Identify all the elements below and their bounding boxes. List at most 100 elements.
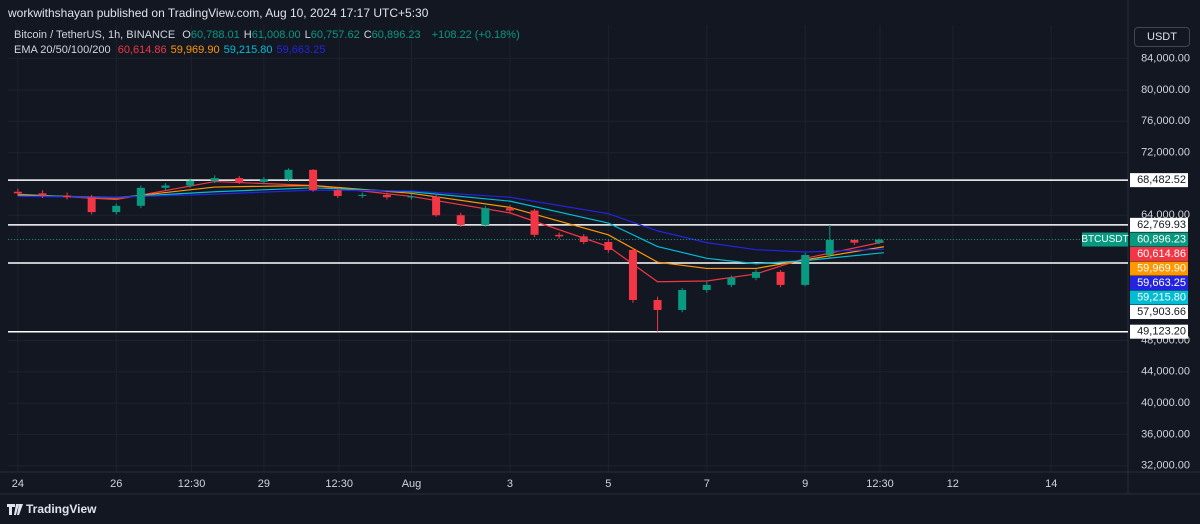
price-tag	[1130, 276, 1188, 291]
candle-body	[210, 178, 219, 181]
x-tick-label: 14	[1045, 478, 1057, 490]
candle-body	[481, 208, 490, 225]
candle-body	[235, 178, 244, 182]
ema-line	[17, 187, 884, 265]
candle-body	[358, 194, 367, 196]
candle-body	[678, 289, 687, 310]
ema-line	[17, 180, 885, 283]
candle-body	[63, 195, 72, 198]
candle-body	[751, 271, 760, 278]
symbol-tag-label: BTCUSDT	[1081, 234, 1128, 245]
candle-body	[309, 169, 318, 191]
change: +108.22 (+0.18%)	[431, 29, 520, 41]
plot-area	[8, 25, 1128, 472]
indicator: EMA 20/50/100/200	[14, 44, 111, 56]
price-tag-label: 60,614.86	[1137, 248, 1186, 260]
y-tick-label: 76,000.00	[1141, 115, 1190, 127]
ema-value: 59,663.25	[276, 44, 326, 56]
price-tag-label: 57,903.66	[1137, 306, 1186, 318]
indicator-legend: EMA 20/50/100/200 60,614.86 59,969.90 59,2…	[14, 44, 329, 56]
candle-body	[702, 284, 711, 290]
candle-body	[776, 271, 785, 285]
candle-body	[850, 239, 859, 243]
price-tag-label: 59,215.80	[1137, 291, 1186, 303]
candle-body	[456, 215, 465, 225]
ema-value: 60,614.86	[117, 44, 167, 56]
price-tag	[1130, 324, 1188, 339]
y-tick-label: 44,000.00	[1141, 366, 1190, 378]
ohlc-value: 60,896.23	[371, 29, 421, 41]
candle-body	[186, 180, 195, 186]
symbol-legend: Bitcoin / TetherUS, 1h, BINANCE O60,788.…	[14, 29, 524, 41]
candle-body	[136, 187, 145, 206]
ohlc-key: L	[304, 29, 311, 41]
x-tick-label: 12:30	[325, 478, 353, 490]
candle-body	[407, 196, 416, 198]
price-tag	[1130, 247, 1188, 262]
candle-body	[801, 254, 810, 285]
candle-body	[432, 196, 441, 216]
candle-body	[530, 210, 539, 235]
price-tag	[1130, 173, 1188, 188]
price-tag-label: 62,769.93	[1137, 219, 1186, 231]
price-tag	[1130, 232, 1188, 247]
ohlc-value: 61,008.00	[251, 29, 301, 41]
symbol: Bitcoin / TetherUS, 1h, BINANCE	[14, 29, 176, 41]
price-tag-label: 59,663.25	[1137, 277, 1186, 289]
x-tick-label: 24	[12, 478, 24, 490]
price-tag	[1130, 290, 1188, 305]
ohlc: O60,788.01 H61,008.00 L60,757.62 C60,896.23	[182, 29, 424, 41]
price-tag-label: 68,482.52	[1137, 174, 1186, 186]
candle-body	[112, 205, 121, 213]
ema-value: 59,969.90	[170, 44, 220, 56]
price-tag	[1130, 217, 1188, 232]
ohlc-value: 60,788.01	[190, 29, 240, 41]
candle-body	[604, 242, 613, 250]
candle-body	[333, 190, 342, 196]
currency-button[interactable]: USDT	[1134, 27, 1190, 47]
y-tick-label: 72,000.00	[1141, 147, 1190, 159]
y-tick-label: 40,000.00	[1141, 397, 1190, 409]
symbol-tag	[1082, 232, 1128, 247]
ema-line	[17, 184, 885, 270]
x-tick-label: 29	[258, 478, 270, 490]
candle-body	[875, 239, 884, 243]
price-tag	[1130, 261, 1188, 276]
candle-body	[653, 300, 662, 310]
y-tick-label: 32,000.00	[1141, 460, 1190, 472]
price-tag-label: 60,896.23	[1137, 233, 1186, 245]
x-tick-label: 7	[704, 478, 710, 490]
ohlc-key: H	[243, 29, 252, 41]
candle-body	[13, 191, 22, 194]
candle-body	[259, 179, 268, 182]
x-tick-label: Aug	[402, 478, 422, 490]
ema-line	[17, 189, 884, 253]
candle-body	[555, 234, 564, 237]
published-note: workwithshayan published on TradingView.…	[8, 6, 429, 20]
candle-body	[284, 169, 293, 180]
ema-value: 59,215.80	[223, 44, 273, 56]
y-tick-label: 84,000.00	[1141, 53, 1190, 65]
price-tag	[1130, 305, 1188, 320]
candle-body	[38, 193, 47, 196]
ohlc-key: C	[363, 29, 372, 41]
brand-logo	[7, 504, 23, 515]
x-tick-label: 12:30	[866, 478, 894, 490]
candle-body	[579, 236, 588, 243]
price-tag-label: 49,123.20	[1137, 326, 1186, 338]
candle-body	[825, 239, 834, 255]
candle-body	[727, 277, 736, 285]
candle-body	[505, 208, 514, 211]
candle-body	[161, 185, 170, 188]
x-tick-label: 12:30	[178, 478, 206, 490]
brand: TradingView	[26, 502, 97, 516]
x-tick-label: 26	[110, 478, 122, 490]
price-tag-label: 59,969.90	[1137, 262, 1186, 274]
x-tick-label: 5	[605, 478, 611, 490]
candle-body	[87, 197, 96, 213]
x-tick-label: 12	[947, 478, 959, 490]
candle-body	[382, 194, 391, 198]
x-tick-label: 9	[802, 478, 808, 490]
